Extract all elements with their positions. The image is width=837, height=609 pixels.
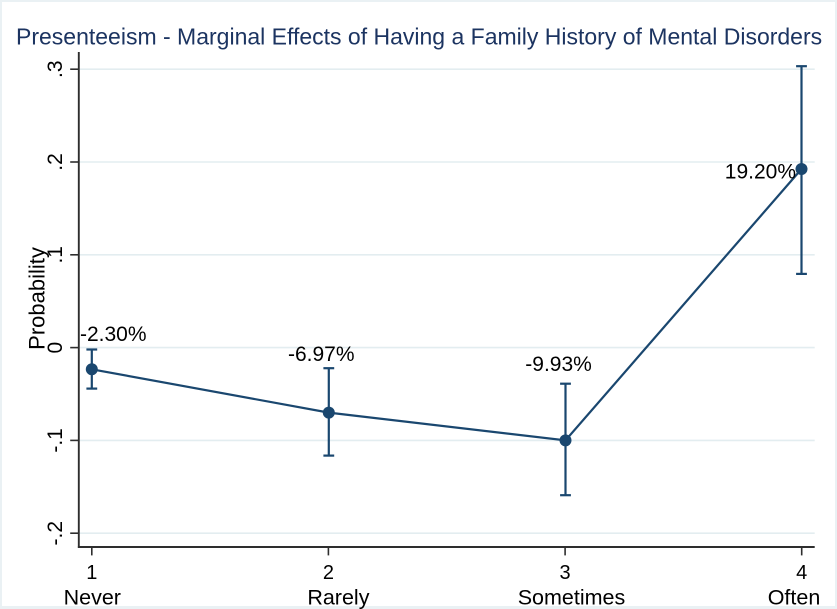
svg-text:Rarely: Rarely [307,586,369,609]
svg-text:Never: Never [64,586,121,609]
svg-text:.1: .1 [44,246,67,264]
svg-text:-.2: -.2 [44,521,67,546]
svg-text:0: 0 [44,342,67,354]
svg-text:Sometimes: Sometimes [518,586,626,609]
svg-text:-6.97%: -6.97% [288,343,355,366]
svg-text:3: 3 [560,562,571,584]
svg-text:Probability: Probability [25,247,50,350]
svg-text:Often: Often [768,586,821,609]
svg-text:4: 4 [796,562,807,584]
svg-text:-.1: -.1 [44,428,67,453]
svg-text:1: 1 [86,562,97,584]
svg-text:-9.93%: -9.93% [525,353,592,376]
svg-text:19.20%: 19.20% [725,161,796,184]
svg-text:.2: .2 [44,153,67,171]
svg-text:Presenteeism - Marginal Effect: Presenteeism - Marginal Effects of Havin… [16,24,822,50]
svg-text:.3: .3 [44,60,67,78]
svg-text:-2.30%: -2.30% [80,323,147,346]
svg-text:2: 2 [323,562,334,584]
